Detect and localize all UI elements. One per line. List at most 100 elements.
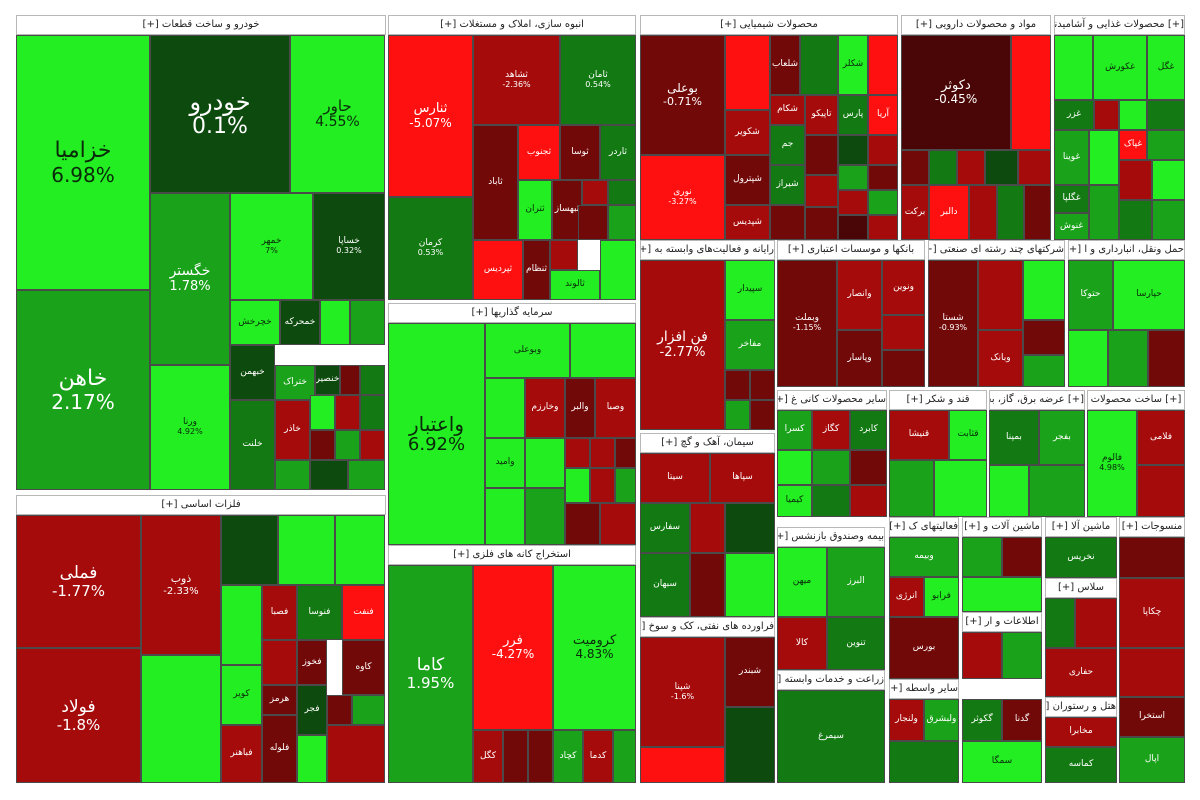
sector-header-invest[interactable]: سرمایه گذاریها [+] xyxy=(388,303,636,323)
tile-118[interactable]: گدنا xyxy=(1002,699,1042,741)
tile-121[interactable]: حفاری xyxy=(1045,648,1117,697)
tile-103[interactable]: شپنا -1.6% xyxy=(640,637,725,747)
tile-filler[interactable] xyxy=(1152,160,1185,200)
tile-filler[interactable] xyxy=(565,468,590,503)
tile-55[interactable]: دکوثر -0.45% xyxy=(901,35,1011,150)
tile-113[interactable]: بورس xyxy=(889,617,959,679)
tile-120[interactable]: چکاپا xyxy=(1119,578,1185,648)
tile-24[interactable]: هرمز xyxy=(262,685,297,715)
tile-filler[interactable] xyxy=(310,430,335,460)
tile-26[interactable]: فلوله xyxy=(262,715,297,783)
tile-77[interactable]: فن افزار -2.77% xyxy=(640,260,725,430)
tile-filler[interactable] xyxy=(1147,130,1185,160)
tile-2[interactable]: خودرو 0.1% xyxy=(150,35,290,193)
tile-filler[interactable] xyxy=(868,135,898,165)
tile-117[interactable]: گکوثر xyxy=(962,699,1002,741)
tile-100[interactable]: سپاها xyxy=(710,453,775,503)
tile-92[interactable]: کیمیا xyxy=(777,485,812,517)
tile-filler[interactable] xyxy=(608,205,636,240)
tile-99[interactable]: سیتا xyxy=(640,453,710,503)
tile-filler[interactable] xyxy=(320,300,350,345)
tile-filler[interactable] xyxy=(770,205,805,240)
sector-header-farm[interactable]: زراعت و خدمات وابسته [+] xyxy=(777,670,885,690)
tile-37[interactable]: ثنظام xyxy=(523,240,550,300)
sector-header-info[interactable]: اطلاعات و ار [+] xyxy=(962,612,1042,632)
tile-filler[interactable] xyxy=(327,725,385,783)
tile-43[interactable]: نوری -3.27% xyxy=(640,155,725,240)
tile-16[interactable]: فملی -1.77% xyxy=(16,515,141,648)
tile-36[interactable]: ثاردر xyxy=(600,125,636,180)
tile-48[interactable]: شیراز xyxy=(770,165,805,205)
tile-54[interactable]: شلعاب xyxy=(770,35,800,95)
tile-filler[interactable] xyxy=(1119,160,1152,200)
tile-filler[interactable] xyxy=(590,468,615,503)
tile-filler[interactable] xyxy=(640,747,725,783)
tile-56[interactable]: برکت xyxy=(901,185,929,240)
tile-filler[interactable] xyxy=(1011,35,1051,150)
sector-header-hotel[interactable]: هتل و رستوران [+] xyxy=(1045,697,1117,717)
tile-filler[interactable] xyxy=(600,503,636,545)
tile-filler[interactable] xyxy=(485,488,525,545)
tile-filler[interactable] xyxy=(221,585,262,665)
tile-filler[interactable] xyxy=(360,430,385,460)
sector-header-food[interactable]: [+] محصولات غذایی و آشامیدنی xyxy=(1054,15,1185,35)
tile-filler[interactable] xyxy=(297,735,327,783)
tile-85[interactable]: شستا -0.93% xyxy=(928,260,978,387)
tile-60[interactable]: غزر xyxy=(1054,100,1094,130)
tile-42[interactable]: بوعلی -0.71% xyxy=(640,35,725,155)
sector-header-nonmetal[interactable]: سایر محصولات کانی غ [+] xyxy=(777,390,887,410)
tile-filler[interactable] xyxy=(1119,200,1152,240)
tile-filler[interactable] xyxy=(615,468,636,503)
tile-filler[interactable] xyxy=(838,135,868,165)
tile-71[interactable]: کاما 1.95% xyxy=(388,565,473,783)
tile-7[interactable]: ورنا 4.92% xyxy=(150,365,230,490)
tile-filler[interactable] xyxy=(725,553,775,617)
tile-filler[interactable] xyxy=(141,655,221,783)
tile-filler[interactable] xyxy=(1119,648,1185,697)
tile-98[interactable]: فلامی xyxy=(1137,410,1185,465)
tile-89[interactable]: کگاز xyxy=(812,410,850,450)
tile-47[interactable]: شکام xyxy=(770,95,805,125)
tile-93[interactable]: قنیشا xyxy=(889,410,949,460)
sector-header-build[interactable]: انبوه سازی، املاک و مستغلات [+] xyxy=(388,15,636,35)
tile-23[interactable]: کویر xyxy=(221,665,262,725)
tile-82[interactable]: ونوین xyxy=(882,260,925,315)
tile-filler[interactable] xyxy=(997,185,1024,240)
tile-49[interactable]: تاپیکو xyxy=(805,95,838,135)
tile-119[interactable]: سمگا xyxy=(962,741,1042,783)
tile-filler[interactable] xyxy=(962,577,1042,612)
sector-header-mining2[interactable]: سایر واسطه [+] xyxy=(889,679,959,699)
tile-filler[interactable] xyxy=(805,207,838,240)
tile-filler[interactable] xyxy=(838,190,868,215)
tile-38[interactable]: ثتران xyxy=(518,180,552,240)
tile-filler[interactable] xyxy=(1029,465,1085,517)
tile-34[interactable]: ثجنوب xyxy=(518,125,560,180)
tile-111[interactable]: انرژی xyxy=(889,577,924,617)
tile-72[interactable]: فرر -4.27% xyxy=(473,565,553,730)
sector-header-activities[interactable]: فعالیتهای ک [+] xyxy=(889,517,959,537)
tile-66[interactable]: وبوعلی xyxy=(485,323,570,378)
tile-filler[interactable] xyxy=(335,515,385,585)
sector-header-metals[interactable]: فلزات اساسی [+] xyxy=(16,495,386,515)
tile-21[interactable]: فخوز xyxy=(297,640,327,685)
tile-81[interactable]: وانصار xyxy=(837,260,882,330)
sector-header-chem[interactable]: محصولات شیمیایی [+] xyxy=(640,15,898,35)
tile-31[interactable]: ثشاهد -2.36% xyxy=(473,35,560,125)
tile-filler[interactable] xyxy=(850,485,887,517)
tile-filler[interactable] xyxy=(1119,537,1185,578)
tile-65[interactable]: واعتبار 6.92% xyxy=(388,323,485,545)
tile-112[interactable]: فرابو xyxy=(924,577,959,617)
tile-filler[interactable] xyxy=(957,150,985,185)
tile-74[interactable]: کگل xyxy=(473,730,503,783)
tile-filler[interactable] xyxy=(962,632,1002,679)
tile-filler[interactable] xyxy=(812,485,850,517)
tile-80[interactable]: وبملت -1.15% xyxy=(777,260,837,387)
tile-5[interactable]: خمهر 7% xyxy=(230,193,313,300)
tile-3[interactable]: حاور 4.55% xyxy=(290,35,385,193)
tile-filler[interactable] xyxy=(929,150,957,185)
tile-30[interactable]: کرمان 0.53% xyxy=(388,197,473,300)
tile-filler[interactable] xyxy=(1089,185,1119,240)
tile-10[interactable]: خبهمن xyxy=(230,345,275,400)
tile-filler[interactable] xyxy=(340,365,360,395)
tile-filler[interactable] xyxy=(275,460,310,490)
